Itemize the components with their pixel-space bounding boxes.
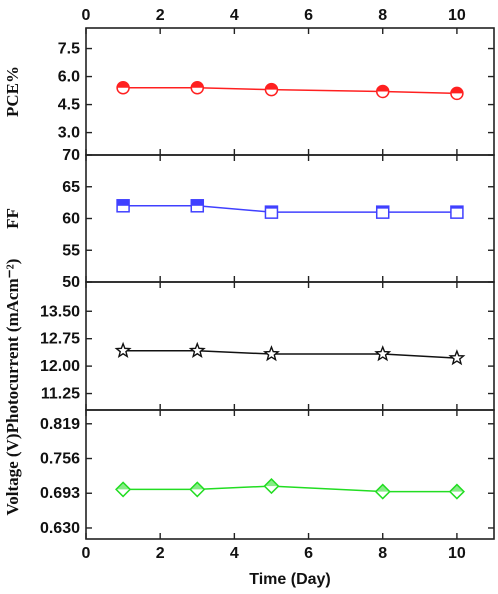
data-point-fill xyxy=(376,85,389,92)
data-point xyxy=(262,345,280,362)
y-tick-label: 0.693 xyxy=(40,485,80,502)
data-point-fill xyxy=(450,206,463,209)
y-tick-label: 11.25 xyxy=(41,386,80,403)
y-tick-label: 7.5 xyxy=(58,41,80,58)
data-point xyxy=(188,341,206,358)
y-tick-label: 12.00 xyxy=(40,358,80,375)
x-tick-label-top: 10 xyxy=(448,7,466,24)
data-point-fill xyxy=(190,482,205,490)
y-tick-label: 60 xyxy=(62,211,80,228)
data-point-fill xyxy=(264,479,279,487)
x-tick-label-top: 8 xyxy=(378,7,387,24)
series-line xyxy=(123,87,457,95)
data-point-fill xyxy=(265,83,278,90)
y-tick-label: 0.756 xyxy=(40,451,80,468)
panel-frame xyxy=(85,281,495,411)
panel-1: 3.0 4.5 6.0 7.5 PCE% xyxy=(3,27,495,156)
x-tick-label-top: 6 xyxy=(304,7,313,24)
panel-3: 11.25 12.00 12.75 13.50 Photocurrent (mAcm⁻²… xyxy=(3,259,495,434)
data-point xyxy=(114,341,132,358)
data-point xyxy=(448,349,466,366)
data-point-fill xyxy=(449,484,464,492)
series-line xyxy=(123,350,457,359)
x-tick-label: 2 xyxy=(156,545,165,562)
y-tick-label: 0.630 xyxy=(40,520,80,537)
y-axis-label: PCE% xyxy=(3,66,22,117)
y-tick-label: 4.5 xyxy=(58,97,80,114)
y-tick-label: 13.50 xyxy=(40,303,80,320)
y-tick-label: 6.0 xyxy=(58,69,80,86)
panel-4: 0.630 0.693 0.756 0.819 Voltage (V) xyxy=(3,409,495,540)
data-point-fill xyxy=(117,199,130,206)
panel-2: 50 55 60 65 70 FF xyxy=(3,147,495,291)
data-point-fill xyxy=(450,87,463,94)
series-line xyxy=(123,205,457,213)
data-point-fill xyxy=(191,81,204,88)
data-point-fill xyxy=(191,199,204,206)
y-tick-label: 3.0 xyxy=(58,125,80,142)
y-axis-label: Photocurrent (mAcm⁻²) xyxy=(3,259,22,434)
data-point-fill xyxy=(376,206,389,209)
x-axis-label: Time (Day) xyxy=(249,571,331,588)
x-tick-label: 10 xyxy=(448,545,466,562)
x-tick-label: 4 xyxy=(230,545,239,562)
y-tick-label: 0.819 xyxy=(40,416,80,433)
x-tick-label: 6 xyxy=(304,545,313,562)
y-tick-label: 50 xyxy=(62,274,80,291)
series-line xyxy=(123,485,457,493)
x-tick-label-top: 2 xyxy=(156,7,165,24)
data-point-fill xyxy=(375,484,390,492)
y-tick-label: 55 xyxy=(62,242,80,259)
panel-frame xyxy=(85,27,495,156)
data-point xyxy=(374,345,392,362)
x-tick-label-top: 0 xyxy=(82,7,91,24)
data-point-fill xyxy=(117,81,130,88)
y-axis-label: Voltage (V) xyxy=(3,434,22,516)
panel-frame xyxy=(85,409,495,540)
x-tick-label: 0 xyxy=(82,545,91,562)
x-tick-label-top: 4 xyxy=(230,7,239,24)
y-tick-label: 12.75 xyxy=(40,331,80,348)
data-point-fill xyxy=(265,206,278,209)
y-axis-label: FF xyxy=(3,208,22,229)
data-point-fill xyxy=(116,482,131,490)
x-tick-label: 8 xyxy=(378,545,387,562)
y-tick-label: 70 xyxy=(62,147,80,164)
y-tick-label: 65 xyxy=(62,179,80,196)
panel-frame xyxy=(85,154,495,283)
